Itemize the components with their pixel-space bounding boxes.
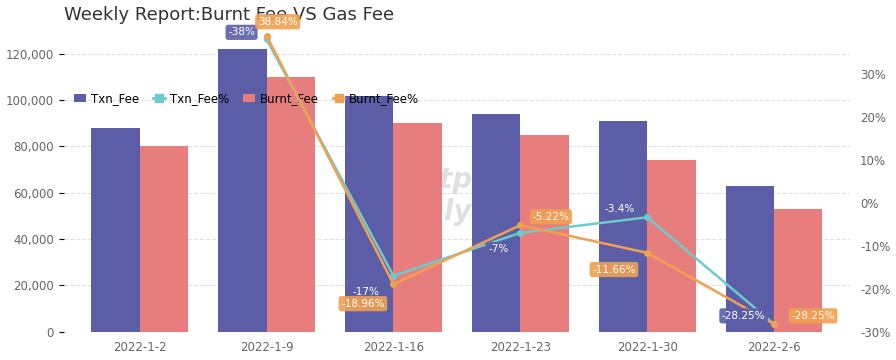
Burnt_Fee%	[262, 33, 272, 38]
Txn_Fee%	[642, 215, 652, 220]
Bar	[599, 121, 647, 332]
Bar	[647, 160, 695, 332]
Bar	[521, 135, 569, 332]
Bar	[267, 77, 314, 332]
Text: -28.25%: -28.25%	[722, 311, 765, 321]
Burnt_Fee%	[388, 282, 399, 287]
Text: Footprint
Analytics: Footprint Analytics	[384, 166, 530, 226]
Bar	[726, 186, 774, 332]
Bar	[774, 209, 823, 332]
Bar	[472, 114, 521, 332]
Text: -7%: -7%	[488, 244, 508, 255]
Bar	[345, 95, 393, 332]
Bar	[219, 49, 267, 332]
Text: 38.84%: 38.84%	[258, 17, 297, 27]
Bar	[140, 147, 188, 332]
Line: Burnt_Fee%: Burnt_Fee%	[263, 33, 777, 327]
Text: -38%: -38%	[228, 27, 255, 37]
Txn_Fee%	[515, 231, 526, 235]
Txn_Fee%	[769, 322, 780, 327]
Burnt_Fee%	[769, 322, 780, 327]
Burnt_Fee%	[642, 251, 652, 255]
Bar	[393, 123, 442, 332]
Text: Weekly Report:Burnt Fee VS Gas Fee: Weekly Report:Burnt Fee VS Gas Fee	[64, 5, 393, 23]
Txn_Fee%	[388, 274, 399, 278]
Text: -3.4%: -3.4%	[605, 204, 634, 214]
Txn_Fee%	[262, 37, 272, 41]
Legend: Txn_Fee, Txn_Fee%, Burnt_Fee, Burnt_Fee%: Txn_Fee, Txn_Fee%, Burnt_Fee, Burnt_Fee%	[69, 88, 424, 110]
Text: -28.25%: -28.25%	[791, 311, 835, 321]
Text: -18.96%: -18.96%	[341, 299, 384, 309]
Burnt_Fee%	[515, 223, 526, 227]
Text: -11.66%: -11.66%	[592, 265, 636, 275]
Bar	[91, 128, 140, 332]
Text: -5.22%: -5.22%	[532, 212, 569, 222]
Text: -17%: -17%	[352, 288, 379, 297]
Line: Txn_Fee%: Txn_Fee%	[263, 36, 777, 327]
